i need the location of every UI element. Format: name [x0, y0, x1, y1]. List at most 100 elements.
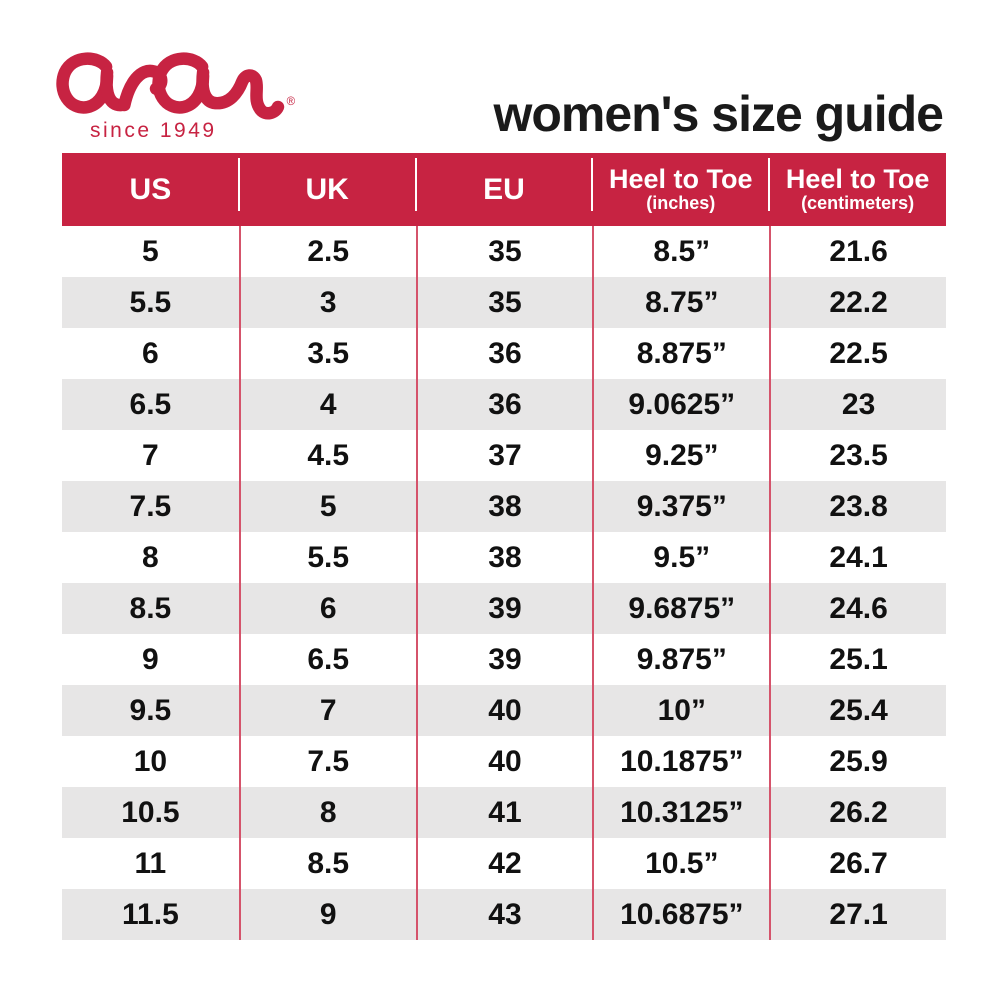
- ara-logo: ara ®: [56, 34, 366, 154]
- page-title: women's size guide: [493, 86, 944, 142]
- uk-size-cell: 7.5: [238, 736, 416, 787]
- heel-toe-inches-cell: 10.6875”: [592, 889, 769, 940]
- table-row: 8.5 6 39 9.6875” 24.6: [62, 583, 946, 634]
- us-size-cell: 10: [133, 744, 168, 778]
- heel-toe-cm-cell: 27.1: [769, 889, 946, 940]
- us-size-cell: 9.5: [129, 693, 172, 727]
- heel-toe-cm-cell: 23.8: [769, 481, 946, 532]
- us-size-cell: 7.5: [129, 489, 172, 523]
- uk-size-cell: 5: [238, 481, 416, 532]
- table-row: 5 2.5 35 8.5” 21.6: [62, 226, 946, 277]
- header-uk-label: UK: [305, 172, 349, 206]
- us-size-cell: 11: [134, 846, 167, 880]
- table-row: 10.5 8 41 10.3125” 26.2: [62, 787, 946, 838]
- heel-toe-inches-cell: 10.3125”: [592, 787, 769, 838]
- eu-size-cell: 41: [415, 787, 593, 838]
- us-size-cell: 9: [142, 642, 159, 676]
- heel-toe-inches-cell: 9.375”: [592, 481, 769, 532]
- uk-size-cell: 5.5: [238, 532, 416, 583]
- heel-toe-cm-cell: 25.4: [769, 685, 946, 736]
- uk-size-cell: 8.5: [238, 838, 416, 889]
- header-heel-toe-cm-sublabel: (centimeters): [801, 193, 915, 214]
- us-size-cell: 8.5: [129, 591, 172, 625]
- table-row: 11.5 9 43 10.6875” 27.1: [62, 889, 946, 940]
- table-row: 10 7.5 40 10.1875” 25.9: [62, 736, 946, 787]
- heel-toe-cm-cell: 25.9: [769, 736, 946, 787]
- table-row: 9.5 7 40 10” 25.4: [62, 685, 946, 736]
- heel-toe-cm-cell: 25.1: [769, 634, 946, 685]
- uk-size-cell: 4.5: [238, 430, 416, 481]
- heel-toe-cm-cell: 21.6: [769, 226, 946, 277]
- heel-toe-inches-cell: 9.875”: [592, 634, 769, 685]
- eu-size-cell: 40: [415, 685, 593, 736]
- eu-size-cell: 35: [415, 277, 593, 328]
- logo-letter-a2-loop: [152, 52, 210, 114]
- registered-mark-icon: ®: [287, 96, 296, 108]
- uk-size-cell: 9: [238, 889, 416, 940]
- eu-size-cell: 37: [415, 430, 593, 481]
- table-header-row: US UK EU Heel to Toe (inches) Heel to To…: [62, 153, 946, 226]
- heel-toe-inches-cell: 9.0625”: [592, 379, 769, 430]
- heel-toe-cm-cell: 24.1: [769, 532, 946, 583]
- table-row: 5.5 3 35 8.75” 22.2: [62, 277, 946, 328]
- heel-toe-inches-cell: 10.5”: [592, 838, 769, 889]
- heel-toe-inches-cell: 8.5”: [592, 226, 769, 277]
- table-body: 5 2.5 35 8.5” 21.6 5.5 3 35 8.75” 22.2 6…: [62, 226, 946, 940]
- heel-toe-cm-cell: 23: [769, 379, 946, 430]
- header-uk: UK: [237, 153, 416, 226]
- eu-size-cell: 43: [415, 889, 593, 940]
- ara-logo-script: ®: [56, 52, 296, 120]
- table-row: 11 8.5 42 10.5” 26.7: [62, 838, 946, 889]
- header-heel-toe-inches: Heel to Toe (inches): [591, 153, 769, 226]
- table-row: 7.5 5 38 9.375” 23.8: [62, 481, 946, 532]
- uk-size-cell: 3: [238, 277, 416, 328]
- header-us: US: [62, 153, 239, 226]
- header-heel-toe-inches-sublabel: (inches): [646, 193, 716, 214]
- heel-toe-inches-cell: 10”: [592, 685, 769, 736]
- header-eu-label: EU: [483, 172, 525, 206]
- uk-size-cell: 6.5: [238, 634, 416, 685]
- heel-toe-inches-cell: 9.5”: [592, 532, 769, 583]
- table-row: 6.5 4 36 9.0625” 23: [62, 379, 946, 430]
- eu-size-cell: 36: [415, 379, 593, 430]
- uk-size-cell: 7: [238, 685, 416, 736]
- eu-size-cell: 38: [415, 481, 593, 532]
- uk-size-cell: 3.5: [238, 328, 416, 379]
- header-heel-toe-cm: Heel to Toe (centimeters): [768, 153, 946, 226]
- heel-toe-cm-cell: 23.5: [769, 430, 946, 481]
- logo-letter-a2-tail: [196, 66, 285, 120]
- heel-toe-inches-cell: 8.875”: [592, 328, 769, 379]
- us-size-cell: 10.5: [121, 795, 180, 829]
- brand-tagline: since 1949: [90, 119, 217, 142]
- uk-size-cell: 4: [238, 379, 416, 430]
- table-row: 7 4.5 37 9.25” 23.5: [62, 430, 946, 481]
- header-heel-toe-inches-label: Heel to Toe: [609, 163, 753, 194]
- us-size-cell: 6: [142, 336, 159, 370]
- eu-size-cell: 40: [415, 736, 593, 787]
- eu-size-cell: 39: [415, 583, 593, 634]
- eu-size-cell: 42: [415, 838, 593, 889]
- heel-toe-inches-cell: 9.25”: [592, 430, 769, 481]
- us-size-cell: 6.5: [129, 387, 172, 421]
- uk-size-cell: 2.5: [238, 226, 416, 277]
- heel-toe-inches-cell: 10.1875”: [592, 736, 769, 787]
- us-size-cell: 7: [142, 438, 159, 472]
- eu-size-cell: 35: [415, 226, 593, 277]
- header-us-label: US: [129, 172, 172, 206]
- heel-toe-cm-cell: 26.7: [769, 838, 946, 889]
- header-eu: EU: [414, 153, 593, 226]
- heel-toe-cm-cell: 24.6: [769, 583, 946, 634]
- heel-toe-cm-cell: 22.5: [769, 328, 946, 379]
- heel-toe-cm-cell: 26.2: [769, 787, 946, 838]
- size-guide-table: US UK EU Heel to Toe (inches) Heel to To…: [62, 153, 946, 940]
- heel-toe-cm-cell: 22.2: [769, 277, 946, 328]
- us-size-cell: 8: [142, 540, 159, 574]
- eu-size-cell: 36: [415, 328, 593, 379]
- table-row: 9 6.5 39 9.875” 25.1: [62, 634, 946, 685]
- heel-toe-inches-cell: 8.75”: [592, 277, 769, 328]
- us-size-cell: 5.5: [129, 285, 172, 319]
- header-heel-toe-cm-label: Heel to Toe: [785, 163, 930, 194]
- uk-size-cell: 8: [238, 787, 416, 838]
- table-row: 6 3.5 36 8.875” 22.5: [62, 328, 946, 379]
